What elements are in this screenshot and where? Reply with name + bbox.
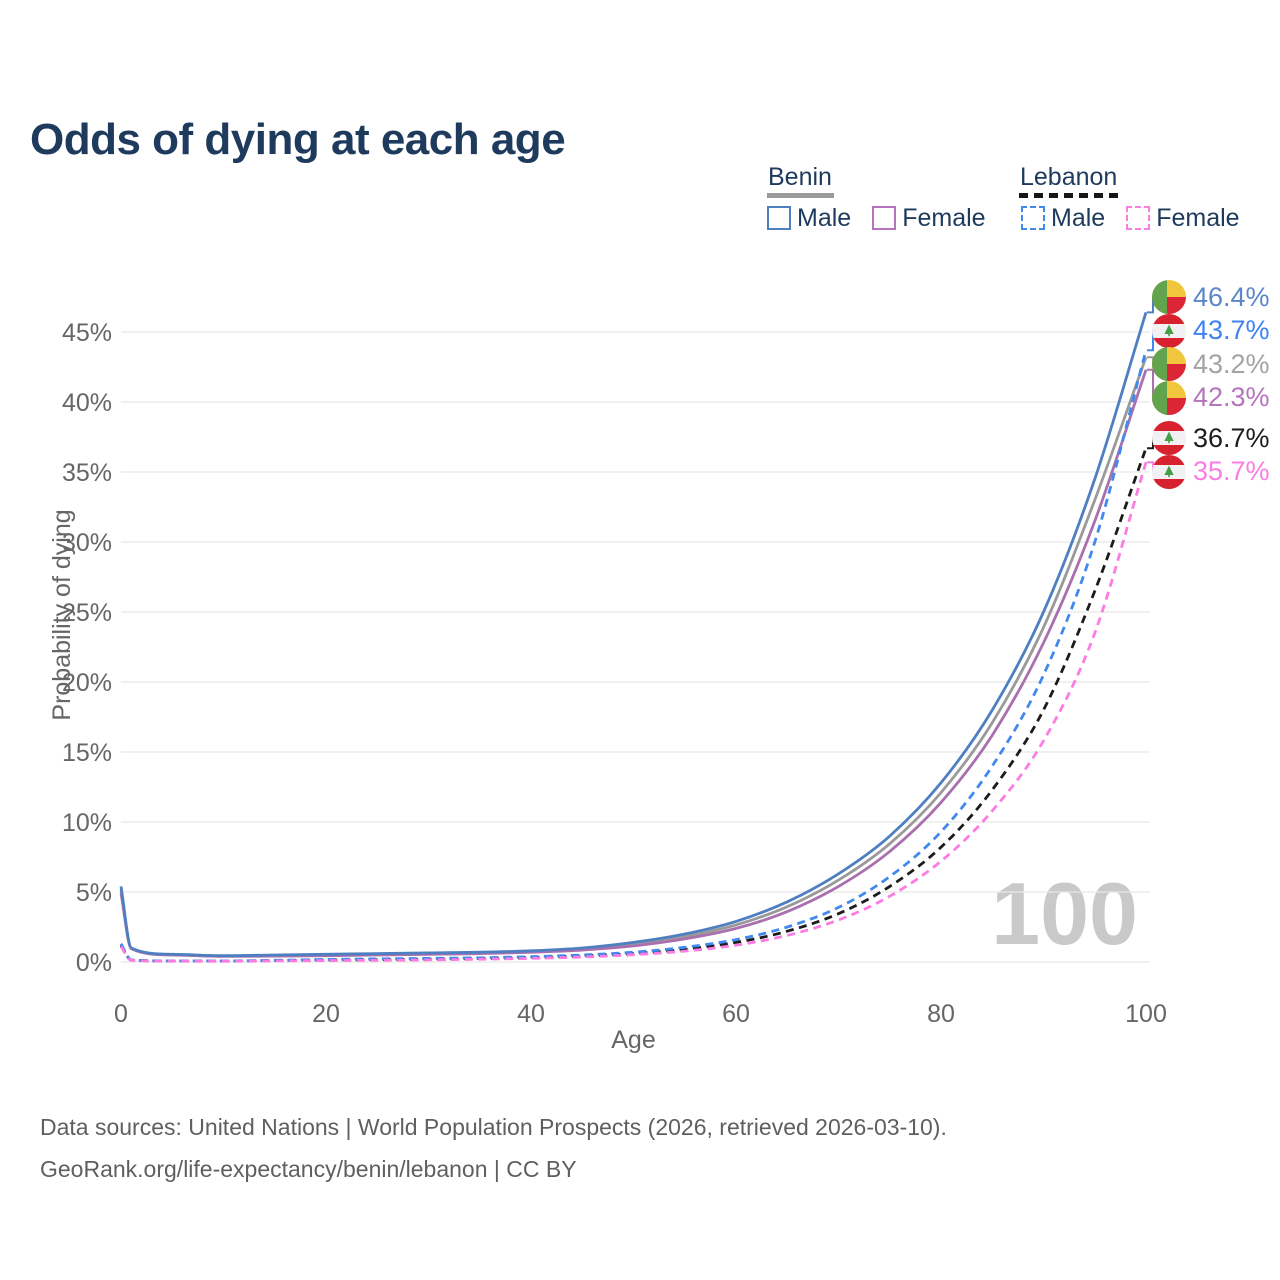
legend-benin-title: Benin — [768, 163, 832, 191]
legend-lebanon-female-label[interactable]: Female — [1156, 203, 1240, 232]
x-tick-label: 80 — [927, 1000, 955, 1028]
series-line-benin-male — [119, 311, 1148, 958]
legend-group-lebanon: Male Female — [1021, 204, 1261, 232]
y-tick-label: 35% — [62, 459, 112, 487]
benin-female-swatch[interactable] — [872, 206, 897, 230]
y-tick-label: 20% — [62, 669, 112, 697]
x-tick-label: 20 — [312, 1000, 340, 1028]
y-axis-title: Probability of dying — [48, 509, 76, 720]
label-connector — [1147, 296, 1158, 314]
legend-lebanon-male-label[interactable]: Male — [1051, 203, 1106, 232]
benin-line-style-swatch — [767, 193, 834, 198]
legend-benin-female-label[interactable]: Female — [902, 203, 986, 232]
series-line-benin-female — [119, 369, 1148, 958]
label-connector — [1147, 356, 1158, 366]
label-connector — [1147, 368, 1158, 399]
lebanon-male-swatch[interactable] — [1021, 206, 1045, 230]
label-connector — [1147, 437, 1158, 450]
series-line-lebanon-male — [119, 349, 1148, 963]
benin-male-swatch[interactable] — [767, 206, 791, 230]
age-watermark: 100 — [991, 864, 1138, 963]
series-line-lebanon-female — [119, 461, 1148, 963]
y-tick-label: 40% — [62, 389, 112, 417]
lebanon-female-swatch[interactable] — [1126, 206, 1151, 230]
series-line-lebanon-both-sexes — [119, 447, 1148, 963]
footer: Data sources: United Nations | World Pop… — [40, 1106, 947, 1190]
legend-benin-male-label[interactable]: Male — [797, 203, 852, 232]
series-line-benin-both-sexes — [119, 356, 1148, 958]
page-title: Odds of dying at each age — [30, 115, 566, 165]
legend-lebanon-title: Lebanon — [1020, 163, 1118, 191]
label-connector — [1147, 461, 1158, 473]
label-connector — [1147, 329, 1158, 352]
y-tick-label: 15% — [62, 739, 112, 767]
footer-attribution: GeoRank.org/life-expectancy/benin/lebano… — [40, 1156, 577, 1182]
y-tick-label: 45% — [62, 319, 112, 347]
lebanon-line-style-swatch — [1019, 193, 1118, 198]
y-tick-label: 25% — [62, 599, 112, 627]
legend-group-benin: Male Female — [767, 204, 1007, 232]
x-tick-label: 0 — [114, 1000, 128, 1028]
y-tick-label: 0% — [76, 949, 112, 977]
y-tick-label: 30% — [62, 529, 112, 557]
x-tick-label: 40 — [517, 1000, 545, 1028]
x-tick-label: 60 — [722, 1000, 750, 1028]
x-axis-title: Age — [611, 1026, 655, 1054]
x-tick-label: 100 — [1125, 1000, 1167, 1028]
y-tick-label: 10% — [62, 809, 112, 837]
gridlines: 0% 5% 10% 15% 20% 25% 30% 35% 40% 45% 0 20 40 60 80 100 — [62, 319, 1167, 1028]
footer-sources: Data sources: United Nations | World Pop… — [40, 1114, 947, 1140]
y-tick-label: 5% — [76, 879, 112, 907]
